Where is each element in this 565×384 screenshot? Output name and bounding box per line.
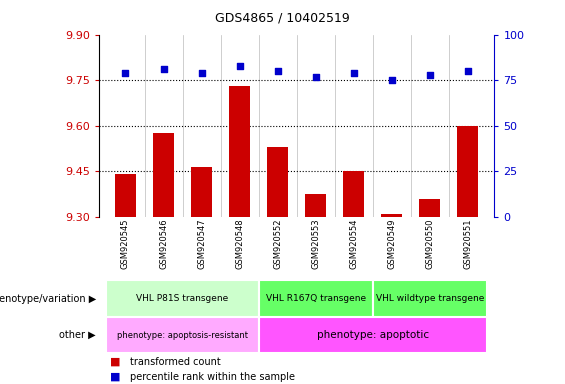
Point: [197, 70, 206, 76]
Point: [121, 70, 130, 76]
Text: VHL wildtype transgene: VHL wildtype transgene: [376, 294, 484, 303]
Text: GSM920551: GSM920551: [463, 219, 472, 269]
Point: [159, 66, 168, 72]
Bar: [191, 167, 212, 217]
Text: GSM920548: GSM920548: [235, 219, 244, 270]
Text: phenotype: apoptosis-resistant: phenotype: apoptosis-resistant: [117, 331, 248, 339]
Text: GSM920549: GSM920549: [387, 219, 396, 269]
Bar: [229, 86, 250, 217]
Point: [349, 70, 358, 76]
Bar: [259, 280, 373, 317]
Text: GSM920554: GSM920554: [349, 219, 358, 269]
Text: percentile rank within the sample: percentile rank within the sample: [130, 372, 295, 382]
Text: GSM920550: GSM920550: [425, 219, 434, 269]
Text: GDS4865 / 10402519: GDS4865 / 10402519: [215, 12, 350, 25]
Text: ■: ■: [110, 357, 121, 367]
Bar: [153, 133, 174, 217]
Text: GSM920547: GSM920547: [197, 219, 206, 270]
Point: [425, 72, 434, 78]
Text: transformed count: transformed count: [130, 357, 221, 367]
Text: GSM920546: GSM920546: [159, 219, 168, 270]
Bar: [267, 147, 288, 217]
Bar: [106, 317, 259, 353]
Text: VHL R167Q transgene: VHL R167Q transgene: [266, 294, 366, 303]
Bar: [381, 214, 402, 217]
Text: GSM920545: GSM920545: [121, 219, 130, 269]
Text: phenotype: apoptotic: phenotype: apoptotic: [316, 330, 429, 340]
Bar: [115, 174, 136, 217]
Bar: [373, 280, 487, 317]
Bar: [457, 126, 478, 217]
Bar: [305, 194, 326, 217]
Bar: [106, 280, 259, 317]
Bar: [259, 317, 487, 353]
Bar: [419, 199, 440, 217]
Point: [463, 68, 472, 74]
Text: ■: ■: [110, 372, 121, 382]
Bar: [343, 171, 364, 217]
Text: GSM920552: GSM920552: [273, 219, 282, 269]
Text: other ▶: other ▶: [59, 330, 96, 340]
Text: VHL P81S transgene: VHL P81S transgene: [136, 294, 229, 303]
Point: [235, 63, 244, 69]
Text: GSM920553: GSM920553: [311, 219, 320, 270]
Point: [273, 68, 282, 74]
Point: [311, 73, 320, 79]
Point: [387, 77, 396, 83]
Text: genotype/variation ▶: genotype/variation ▶: [0, 293, 96, 304]
